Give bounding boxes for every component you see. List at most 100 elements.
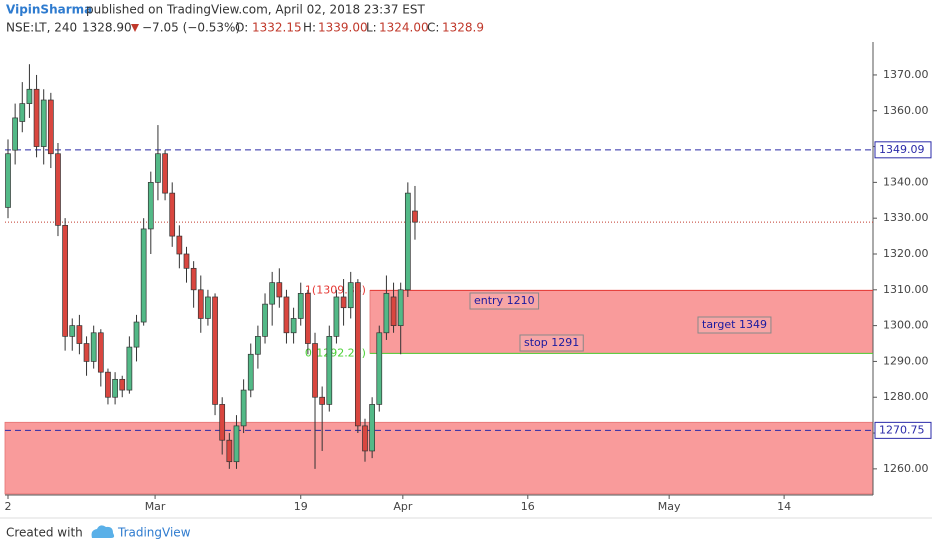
candle-body xyxy=(255,336,261,355)
candle-body xyxy=(390,296,397,326)
candle-body xyxy=(269,282,276,305)
candle-body xyxy=(205,296,211,319)
candle-body xyxy=(376,332,383,405)
candle-body xyxy=(162,153,168,194)
candle-body xyxy=(26,88,33,104)
candle-body xyxy=(69,325,76,337)
candle-body xyxy=(147,182,154,230)
o-label: O: xyxy=(235,21,248,35)
candle-body xyxy=(297,293,304,319)
candle-body xyxy=(347,282,354,309)
candle-body xyxy=(219,404,226,441)
candle-body xyxy=(55,153,61,226)
down-arrow xyxy=(131,24,139,32)
y-tick-label: 1310.00 xyxy=(883,283,929,296)
candle-body xyxy=(197,289,204,319)
note-box xyxy=(519,334,584,352)
candle-body xyxy=(226,439,233,463)
note-box xyxy=(697,316,772,334)
candle-body xyxy=(262,303,268,337)
candle-body xyxy=(112,378,118,398)
fib-label: 0(1292.25) xyxy=(305,346,366,359)
note-box xyxy=(469,292,540,310)
x-tick-label: 16 xyxy=(521,500,535,513)
candle-body xyxy=(212,296,218,405)
candle-body xyxy=(404,192,411,291)
candle-body xyxy=(105,371,111,398)
x-tick-label: Apr xyxy=(393,500,413,513)
candle-body xyxy=(240,389,247,427)
candle-body xyxy=(397,289,404,326)
zone xyxy=(4,421,874,495)
y-tick-label: 1300.00 xyxy=(883,319,929,332)
note: entry 1210 xyxy=(474,294,535,307)
y-tick-label: 1370.00 xyxy=(883,68,929,81)
o-value: 1332.15 xyxy=(252,21,302,35)
candle-body xyxy=(12,117,18,151)
y-tick-label: 1330.00 xyxy=(883,211,929,224)
note: target 1349 xyxy=(702,318,767,331)
candle-body xyxy=(62,224,68,337)
candle-body xyxy=(355,282,361,427)
last-price: 1328.90 xyxy=(82,21,132,35)
created-with: Created with xyxy=(6,526,83,540)
y-tick-label: 1260.00 xyxy=(883,462,929,475)
candle-body xyxy=(83,343,90,362)
candle-body xyxy=(412,210,418,223)
candle-body xyxy=(169,192,176,237)
price-tag-label: 1270.75 xyxy=(879,423,925,436)
c-value: 1328.9 xyxy=(442,21,484,35)
h-label: H: xyxy=(303,21,316,35)
candle-body xyxy=(97,332,104,373)
logo[interactable] xyxy=(91,525,115,538)
published: published on TradingView.com, April 02, … xyxy=(86,3,426,17)
y-tick-label: 1340.00 xyxy=(883,175,929,188)
zone xyxy=(369,289,874,354)
candle-body xyxy=(326,336,333,405)
candle-body xyxy=(140,228,147,323)
c-label: C: xyxy=(427,21,439,35)
candle-body xyxy=(290,318,297,334)
l-value: 1324.00 xyxy=(379,21,429,35)
brand[interactable]: TradingView xyxy=(117,526,191,540)
candle-body xyxy=(155,153,161,183)
candle-body xyxy=(133,321,140,348)
candle-body xyxy=(126,346,133,391)
candle-body xyxy=(276,282,283,298)
candle-body xyxy=(333,296,340,337)
candle-body xyxy=(47,99,54,155)
y-tick-label: 1360.00 xyxy=(883,104,929,117)
author: VipinSharma xyxy=(6,3,92,17)
candle-body xyxy=(40,99,47,147)
candle-body xyxy=(312,343,318,398)
h-value: 1339.00 xyxy=(318,21,368,35)
l-label: L: xyxy=(366,21,377,35)
x-tick-label: 14 xyxy=(777,500,791,513)
candle-body xyxy=(76,325,83,344)
y-tick-label: 1320.00 xyxy=(883,247,929,260)
price-tag xyxy=(874,141,932,159)
x-tick-label: 19 xyxy=(294,500,308,513)
candle-body xyxy=(362,425,368,452)
candle-body xyxy=(233,425,240,463)
candle-body xyxy=(283,296,290,334)
note: stop 1291 xyxy=(524,336,579,349)
x-tick-label: May xyxy=(658,500,681,513)
price-tag-label: 1349.09 xyxy=(879,143,925,156)
candle-body xyxy=(90,332,97,362)
candle-body xyxy=(305,293,311,344)
y-tick-label: 1290.00 xyxy=(883,354,929,367)
candle-body xyxy=(319,396,326,405)
candle-body xyxy=(119,378,126,391)
candle-body xyxy=(383,293,390,334)
candle-body xyxy=(190,267,197,291)
x-tick-label: 2 xyxy=(4,500,11,513)
change: −7.05 (−0.53%) xyxy=(142,21,240,35)
price-tag xyxy=(874,421,932,439)
candle-body xyxy=(183,253,190,269)
symbol: NSE:LT, 240 xyxy=(6,21,77,35)
y-tick-label: 1280.00 xyxy=(883,390,929,403)
candle-body xyxy=(5,153,11,208)
candle-body xyxy=(340,296,347,309)
